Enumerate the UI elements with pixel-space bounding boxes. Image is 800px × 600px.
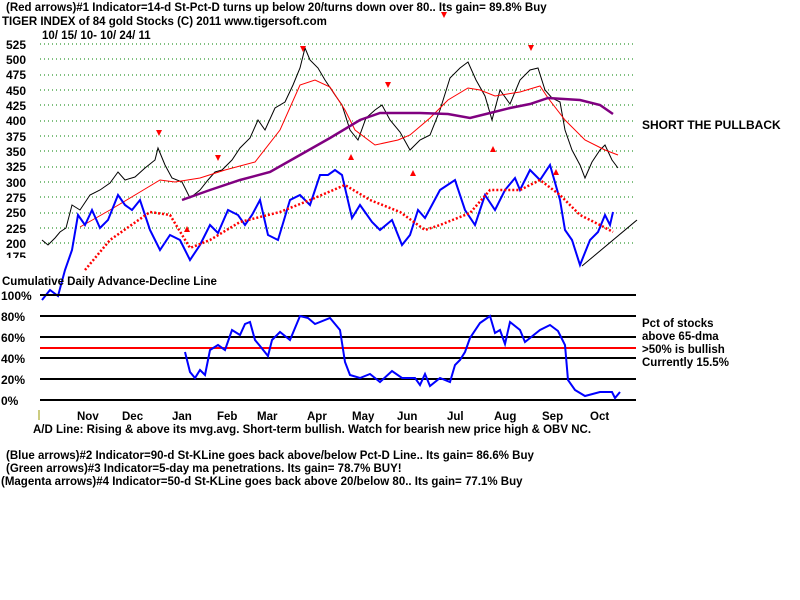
x-tick: Jul	[447, 411, 464, 423]
y-tick: 200	[6, 237, 27, 251]
upper-grid	[40, 43, 635, 244]
y-tick: 350	[6, 145, 27, 159]
pct-tick: 80%	[1, 310, 26, 324]
x-tick: Apr	[307, 411, 327, 423]
legend-line-2: above 65-dma	[642, 331, 719, 343]
x-tick: Jun	[397, 411, 418, 423]
legend-line-1: Pct of stocks	[642, 318, 714, 330]
ad-line-comment: A/D Line: Rising & above its mvg.avg. Sh…	[33, 424, 592, 436]
ad-ma-red-dotted	[84, 178, 614, 271]
y-tick: 475	[6, 68, 27, 82]
x-tick: Dec	[122, 411, 144, 423]
x-tick: Jan	[172, 411, 192, 423]
indicator-3-text: (Green arrows)#3 Indicator=5-day ma pene…	[6, 463, 402, 475]
x-tick: Mar	[257, 411, 278, 423]
y-tick: 450	[6, 84, 27, 98]
y-tick: 500	[6, 53, 27, 67]
pct-tick: 20%	[1, 373, 26, 387]
indicator-2-text: (Blue arrows)#2 Indicator=90-d St-KLine …	[6, 450, 534, 462]
y-tick: 275	[6, 191, 27, 205]
legend-line-3: >50% is bullish	[642, 344, 725, 356]
x-tick: Oct	[590, 411, 610, 423]
pct-tick: 60%	[1, 331, 26, 345]
y-tick: 375	[6, 130, 27, 144]
date-range: 10/ 15/ 10- 10/ 24/ 11	[42, 30, 151, 42]
x-tick: Feb	[217, 411, 238, 423]
x-tick: Aug	[494, 411, 517, 423]
pct-tick: 40%	[1, 352, 26, 366]
pct-tick: 0%	[1, 394, 19, 408]
lower-panel-title: Cumulative Daily Advance-Decline Line	[2, 276, 217, 288]
y-tick: 425	[6, 99, 27, 113]
ma-purple-line	[181, 96, 614, 202]
y-tick: 225	[6, 222, 27, 236]
price-bars	[41, 46, 619, 246]
y-tick: 300	[6, 176, 27, 190]
x-tick: May	[352, 411, 375, 423]
chart-title: TIGER INDEX of 84 gold Stocks (C) 2011 w…	[2, 16, 327, 28]
pct-tick: 100%	[1, 289, 32, 303]
y-tick: 525	[6, 38, 27, 52]
red-arrows	[156, 12, 559, 232]
support-trendline	[581, 219, 638, 267]
indicator-4-text: (Magenta arrows)#4 Indicator=50-d St-KLi…	[1, 476, 523, 488]
x-tick: Sep	[542, 411, 564, 423]
indicator-1-text: (Red arrows)#1 Indicator=14-d St-Pct-D t…	[6, 2, 547, 14]
short-the-pullback-annotation: SHORT THE PULLBACK	[642, 118, 781, 132]
y-tick: 400	[6, 114, 27, 128]
legend-line-4: Currently 15.5%	[642, 357, 729, 369]
ad-blue-line	[41, 162, 614, 301]
y-tick: 325	[6, 160, 27, 174]
x-tick: Nov	[77, 411, 99, 423]
ma-red-line	[79, 79, 619, 228]
lower-grid	[40, 294, 636, 401]
y-tick: 250	[6, 206, 27, 220]
pct-above-65dma-line	[184, 314, 621, 400]
y-tick: 175	[6, 250, 27, 258]
